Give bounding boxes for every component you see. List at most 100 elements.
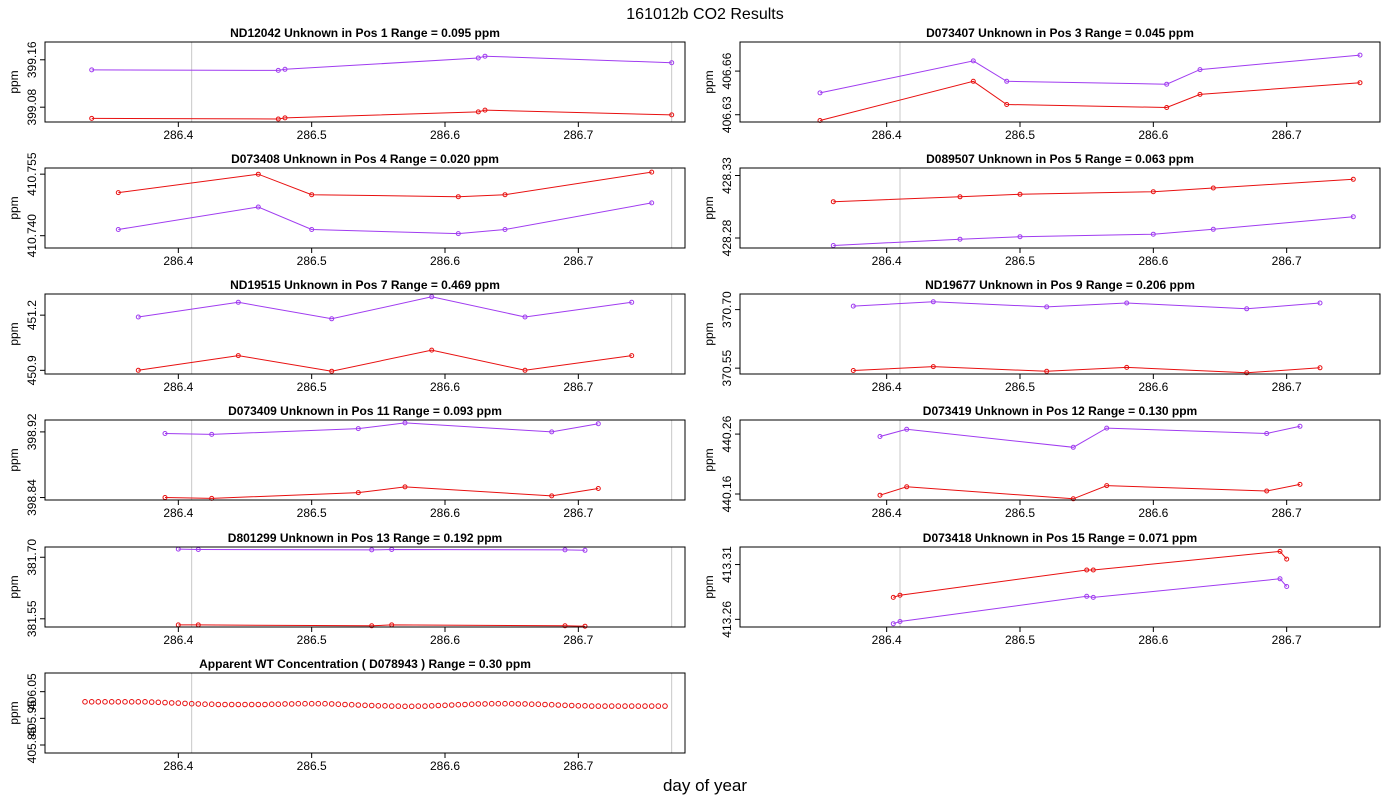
series-line-purple — [853, 301, 1321, 310]
x-tick-label: 286.7 — [563, 506, 593, 520]
data-point-red — [642, 703, 648, 709]
chart-panel-2: D073407 Unknown in Pos 3 Range = 0.045 p… — [702, 26, 1381, 142]
y-axis-label: ppm — [7, 448, 21, 471]
data-point-red — [382, 703, 388, 709]
y-tick-label: 413.26 — [720, 601, 734, 638]
data-point-purple — [1317, 300, 1323, 306]
data-point-red — [1017, 191, 1023, 197]
x-tick-label: 286.5 — [297, 254, 327, 268]
data-point-red — [482, 701, 488, 707]
data-point-red — [262, 701, 268, 708]
data-point-red — [1164, 105, 1170, 110]
data-point-red — [482, 107, 488, 113]
x-tick-label: 286.7 — [1272, 506, 1302, 520]
data-point-red — [662, 703, 668, 709]
data-point-red — [655, 703, 662, 709]
data-point-purple — [1210, 226, 1216, 232]
y-axis-label: ppm — [7, 575, 21, 598]
data-point-red — [248, 701, 255, 708]
data-point-red — [488, 700, 495, 707]
data-point-purple — [1284, 584, 1290, 589]
data-point-red — [649, 169, 655, 175]
data-point-red — [222, 701, 228, 708]
data-point-purple — [890, 621, 896, 627]
data-point-red — [615, 703, 622, 709]
data-point-red — [1070, 496, 1076, 502]
data-point-purple — [562, 547, 568, 553]
series-line-purple — [164, 422, 599, 435]
data-point-purple — [897, 619, 903, 624]
data-point-purple — [1017, 234, 1023, 240]
data-point-red — [422, 703, 428, 709]
data-point-red — [1244, 370, 1250, 376]
x-tick-label: 286.6 — [430, 633, 460, 647]
data-point-red — [155, 699, 162, 706]
series-line-purple — [833, 216, 1354, 246]
y-axis-label: ppm — [7, 70, 21, 93]
x-tick-label: 286.4 — [872, 128, 902, 142]
data-point-red — [235, 353, 241, 359]
data-point-purple — [595, 421, 601, 427]
data-point-purple — [1277, 576, 1283, 582]
x-tick-label: 286.4 — [163, 759, 193, 773]
data-point-purple — [115, 227, 121, 232]
data-point-red — [309, 192, 315, 198]
plot-frame — [44, 419, 686, 501]
data-point-red — [502, 192, 508, 198]
x-tick-label: 286.5 — [297, 633, 327, 647]
data-point-red — [595, 486, 601, 491]
data-point-red — [442, 702, 448, 709]
y-tick-label: 406.63 — [720, 96, 734, 133]
panel-title: D073419 Unknown in Pos 12 Range = 0.130 … — [923, 404, 1197, 418]
data-point-red — [1350, 176, 1356, 182]
x-tick-label: 286.5 — [297, 128, 327, 142]
plot-frame — [44, 672, 686, 754]
data-point-purple — [135, 314, 141, 320]
data-point-red — [1124, 364, 1130, 370]
data-point-red — [549, 493, 555, 499]
data-point-purple — [1104, 425, 1110, 431]
data-point-red — [308, 700, 315, 707]
data-point-red — [362, 702, 368, 709]
data-point-red — [135, 699, 142, 705]
y-tick-label: 370.55 — [720, 349, 734, 386]
data-point-red — [408, 703, 415, 710]
data-point-red — [957, 194, 963, 200]
data-point-purple — [502, 227, 508, 232]
data-point-purple — [402, 420, 408, 426]
data-point-red — [1317, 365, 1323, 371]
data-point-red — [455, 194, 461, 200]
chart-panel-10: D073418 Unknown in Pos 15 Range = 0.071 … — [702, 531, 1381, 647]
chart-panel-8: D073419 Unknown in Pos 12 Range = 0.130 … — [702, 404, 1381, 520]
data-point-purple — [1264, 431, 1270, 436]
data-point-purple — [235, 299, 241, 305]
data-point-red — [542, 701, 548, 708]
series-line-red — [91, 109, 672, 120]
data-point-red — [435, 702, 442, 709]
data-point-red — [242, 701, 248, 708]
series-line-purple — [879, 425, 1301, 448]
y-axis-label: ppm — [702, 322, 716, 345]
data-point-purple — [309, 227, 315, 232]
data-point-purple — [649, 200, 655, 206]
data-point-purple — [817, 90, 823, 96]
data-point-red — [455, 701, 462, 708]
data-point-red — [122, 699, 128, 705]
y-axis-label: ppm — [702, 575, 716, 598]
panel-title: D073409 Unknown in Pos 11 Range = 0.093 … — [228, 404, 502, 418]
chart-panels: ND12042 Unknown in Pos 1 Range = 0.095 p… — [7, 26, 1381, 773]
data-point-red — [970, 78, 976, 84]
data-point-red — [448, 702, 455, 708]
data-point-red — [588, 703, 595, 709]
x-tick-label: 286.5 — [1005, 128, 1035, 142]
x-tick-label: 286.6 — [430, 254, 460, 268]
data-point-red — [115, 699, 122, 705]
data-point-red — [369, 623, 375, 629]
data-point-purple — [369, 547, 375, 553]
data-point-purple — [1357, 52, 1363, 58]
x-tick-label: 286.4 — [163, 380, 193, 394]
data-point-purple — [1197, 67, 1203, 73]
data-point-red — [1297, 481, 1303, 487]
data-point-red — [275, 701, 282, 708]
data-point-red — [830, 199, 836, 205]
